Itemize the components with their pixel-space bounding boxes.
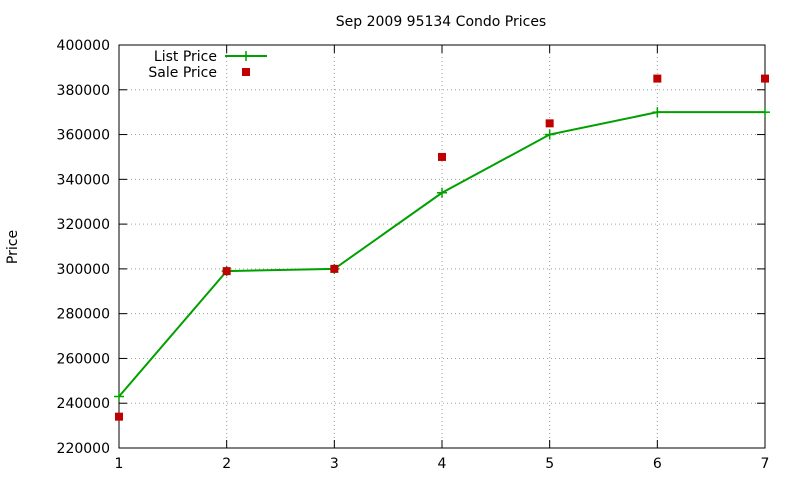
data-point: [760, 107, 770, 118]
x-tick-label: 5: [545, 456, 554, 472]
grid: [119, 45, 765, 448]
data-point: [114, 391, 124, 402]
y-tick-label: 360000: [57, 128, 110, 144]
y-axis: 220000 240000 260000 280000 300000 320000 3400…: [57, 38, 765, 457]
x-tick-label: 4: [438, 456, 447, 472]
x-tick-label: 3: [330, 456, 339, 472]
data-point: [653, 74, 662, 83]
y-tick-label: 340000: [57, 172, 110, 188]
y-tick-label: 300000: [57, 262, 110, 278]
data-point: [652, 107, 663, 118]
y-tick-label: 240000: [57, 396, 110, 412]
y-tick-label: 220000: [57, 441, 110, 457]
y-tick-label: 380000: [57, 83, 110, 99]
data-point: [438, 152, 446, 161]
data-point: [115, 412, 123, 421]
series-sale-price: [115, 74, 769, 421]
y-tick-label: 320000: [57, 217, 110, 233]
chart-title: Sep 2009 95134 Condo Prices: [336, 14, 546, 30]
data-point: [545, 119, 554, 128]
data-point: [222, 267, 231, 276]
legend-marker: [242, 68, 250, 76]
x-tick-label: 6: [653, 456, 662, 472]
data-point: [437, 187, 447, 198]
y-tick-label: 400000: [57, 38, 110, 54]
legend-label: List Price: [154, 49, 217, 65]
data-point: [330, 264, 339, 273]
data-point: [544, 129, 555, 140]
y-axis-label: Price: [5, 230, 21, 264]
x-tick-label: 7: [761, 456, 770, 472]
x-tick-label: 1: [115, 456, 124, 472]
series-layer: [114, 74, 770, 421]
legend-label: Sale Price: [148, 65, 217, 81]
y-tick-label: 280000: [57, 307, 110, 323]
data-point: [761, 74, 769, 83]
x-tick-label: 2: [222, 456, 231, 472]
y-tick-label: 260000: [57, 351, 110, 367]
x-axis: 1 2 3 4 5 6 7: [115, 45, 770, 472]
legend-marker: [241, 51, 251, 61]
